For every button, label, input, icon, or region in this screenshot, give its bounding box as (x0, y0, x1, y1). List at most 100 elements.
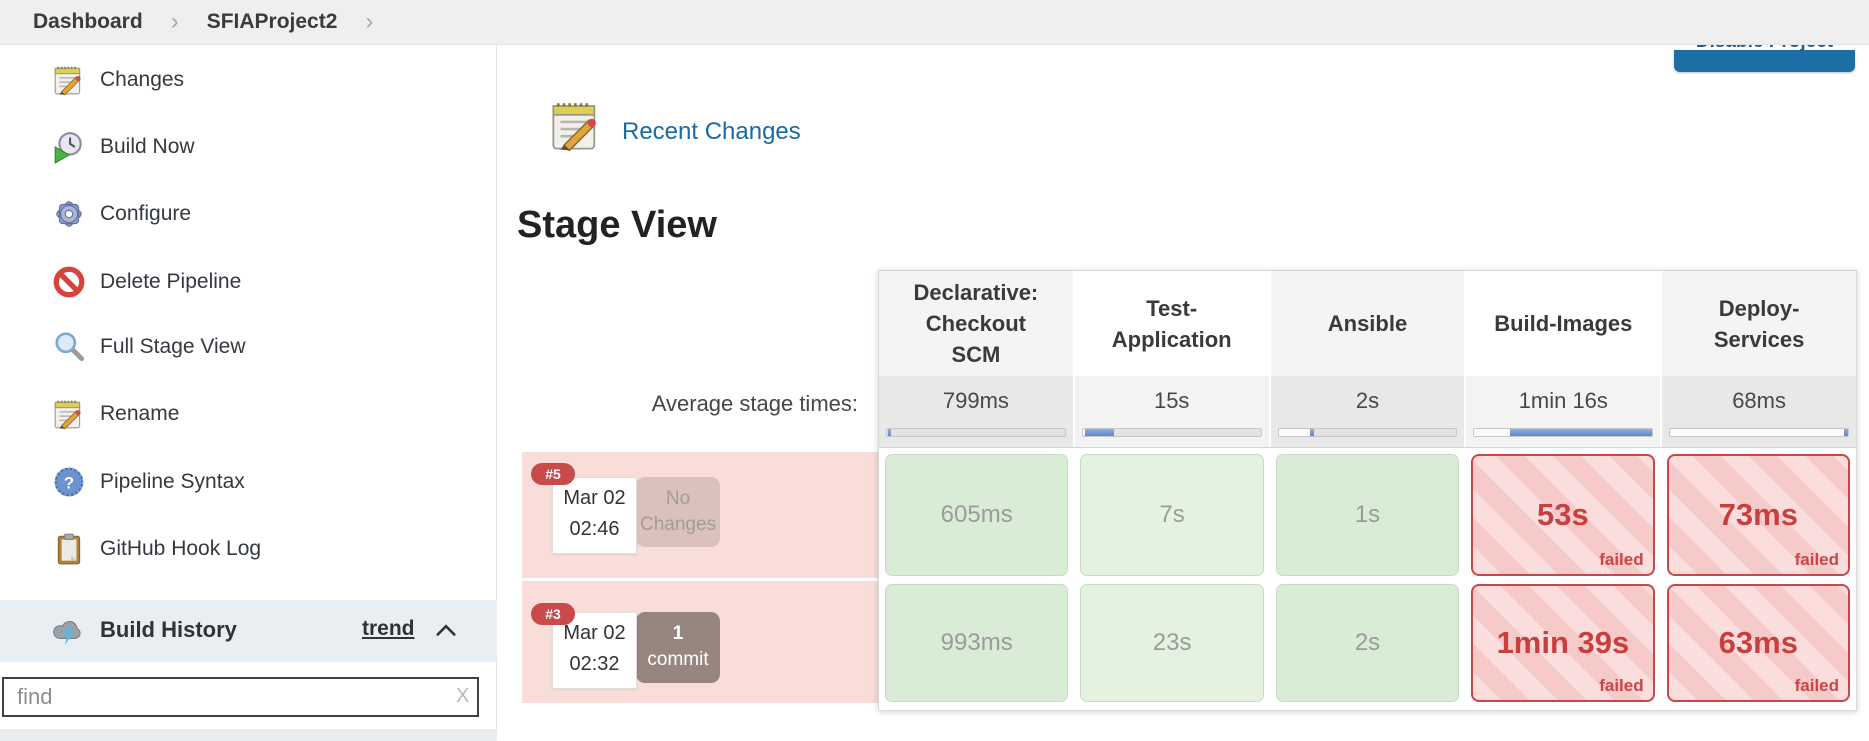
build-time: 02:46 (569, 518, 620, 540)
build-history-find-input[interactable] (2, 677, 479, 717)
sidebar-bottom-band (0, 729, 497, 741)
stage-duration: 1s (1354, 501, 1381, 528)
stage-cell-failed[interactable]: 63ms failed (1666, 584, 1851, 702)
find-clear-button[interactable]: X (456, 685, 470, 707)
stage-duration: 23s (1152, 629, 1192, 656)
build-clock-icon (52, 130, 86, 164)
sidebar-item-github-hook-log[interactable]: GitHub Hook Log (0, 518, 497, 580)
sidebar-item-label: Rename (100, 402, 180, 425)
build-history-cloud-icon (52, 614, 86, 648)
trend-link[interactable]: trend (362, 617, 415, 640)
stage-duration: 53s (1537, 497, 1589, 532)
build-date: Mar 02 (563, 487, 626, 509)
stage-cell-success[interactable]: 993ms (885, 584, 1069, 702)
stage-view-table: Declarative: Checkout SCM Test-Applicati… (878, 270, 1857, 711)
breadcrumb: Dashboard › SFIAProject2 › (0, 0, 1869, 45)
breadcrumb-chevron-icon: › (365, 8, 374, 35)
sidebar-item-label: Configure (100, 202, 192, 225)
stage-duration: 993ms (940, 629, 1013, 656)
build-history-title: Build History (100, 617, 237, 642)
sidebar-item-label: Changes (100, 68, 185, 91)
build-number-badge[interactable]: #5 (531, 463, 575, 485)
stage-column-header: Ansible (1268, 271, 1465, 376)
stage-column-header: Test-Application (1072, 271, 1269, 376)
build-time: 02:32 (569, 653, 620, 675)
recent-changes-notepad-icon (548, 97, 605, 154)
average-time-value: 2s (1355, 388, 1380, 413)
build-date-link[interactable]: Mar 02 02:46 (552, 477, 637, 554)
average-time-cell: 1min 16s (1464, 376, 1661, 447)
average-time-value: 68ms (1732, 388, 1786, 413)
disable-project-button[interactable] (1674, 50, 1855, 72)
sidebar-item-build-now[interactable]: Build Now (0, 116, 497, 178)
stage-cell-success[interactable]: 605ms (885, 454, 1069, 576)
average-time-value: 15s (1153, 388, 1190, 413)
sidebar-item-label: Delete Pipeline (100, 270, 242, 293)
sidebar-item-changes[interactable]: Changes (0, 49, 497, 111)
changes-line: Changes (639, 514, 717, 535)
no-entry-icon (52, 265, 86, 299)
average-time-cell: 799ms (879, 376, 1073, 447)
changes-notepad-icon (52, 63, 86, 97)
stage-progress-bar (886, 428, 1066, 437)
stage-cell-success[interactable]: 1s (1275, 454, 1460, 576)
sidebar-item-label: GitHub Hook Log (100, 537, 262, 560)
stage-cell-failed[interactable]: 53s failed (1471, 454, 1655, 576)
stage-duration: 2s (1354, 629, 1381, 656)
failed-badge: failed (1599, 550, 1644, 569)
average-time-cell: 2s (1268, 376, 1465, 447)
average-time-cell: 15s (1072, 376, 1269, 447)
changes-line: 1 (672, 623, 684, 644)
build-changes-indicator[interactable]: No Changes (636, 477, 720, 547)
stage-cell-success[interactable]: 23s (1080, 584, 1264, 702)
svg-text:?: ? (64, 473, 74, 492)
stage-cell-success[interactable]: 7s (1080, 454, 1264, 576)
chevron-up-icon[interactable] (434, 620, 458, 640)
stage-column-header: Deploy-Services (1660, 271, 1856, 376)
changes-line: No (665, 488, 691, 509)
sidebar-item-label: Pipeline Syntax (100, 470, 245, 493)
recent-changes-link[interactable]: Recent Changes (622, 118, 801, 145)
breadcrumb-project-link[interactable]: SFIAProject2 (206, 10, 338, 33)
stage-duration: 63ms (1718, 625, 1798, 660)
sidebar-item-full-stage-view[interactable]: Full Stage View (0, 316, 497, 378)
breadcrumb-chevron-icon: › (170, 8, 179, 35)
sidebar-item-pipeline-syntax[interactable]: ? Pipeline Syntax (0, 451, 497, 513)
sidebar-item-label: Build Now (100, 135, 195, 158)
stage-column-header: Declarative: Checkout SCM (879, 271, 1073, 376)
stage-progress-bar (1669, 428, 1849, 437)
page-title: Stage View (517, 204, 717, 246)
stage-duration: 7s (1159, 501, 1185, 528)
stage-column-header: Build-Images (1464, 271, 1660, 376)
stage-duration: 1min 39s (1496, 625, 1630, 660)
question-badge-icon: ? (52, 465, 86, 499)
stage-cell-failed[interactable]: 1min 39s failed (1471, 584, 1655, 702)
gear-icon (52, 197, 86, 231)
clipboard-icon (52, 532, 86, 566)
average-time-value: 1min 16s (1518, 388, 1608, 413)
build-number-badge[interactable]: #3 (531, 603, 575, 625)
build-changes-indicator[interactable]: 1 commit (636, 612, 720, 683)
build-history-header: Build History trend (0, 600, 497, 662)
average-time-value: 799ms (942, 388, 1009, 413)
stage-cell-failed[interactable]: 73ms failed (1666, 454, 1851, 576)
stage-duration: 605ms (940, 501, 1013, 528)
stage-duration: 73ms (1718, 497, 1798, 532)
breadcrumb-dashboard-link[interactable]: Dashboard (33, 10, 143, 33)
average-times-row: 799ms 15s 2s 1min 16s 68ms (879, 376, 1856, 448)
build-date-link[interactable]: Mar 02 02:32 (552, 612, 637, 689)
stage-progress-bar (1081, 428, 1262, 437)
sidebar-item-rename[interactable]: Rename (0, 383, 497, 445)
average-time-cell: 68ms (1660, 376, 1856, 447)
magnifier-icon (52, 330, 86, 364)
stage-cells-row: 993ms 23s 2s 1min 39s failed 63ms failed (879, 581, 1856, 705)
rename-notepad-icon (52, 397, 86, 431)
changes-line: commit (647, 649, 709, 670)
failed-badge: failed (1794, 676, 1840, 695)
sidebar-item-delete-pipeline[interactable]: Delete Pipeline (0, 251, 497, 313)
sidebar-item-label: Full Stage View (100, 335, 246, 358)
stage-cell-success[interactable]: 2s (1275, 584, 1460, 702)
sidebar-item-configure[interactable]: Configure (0, 183, 497, 245)
build-date: Mar 02 (563, 622, 626, 644)
